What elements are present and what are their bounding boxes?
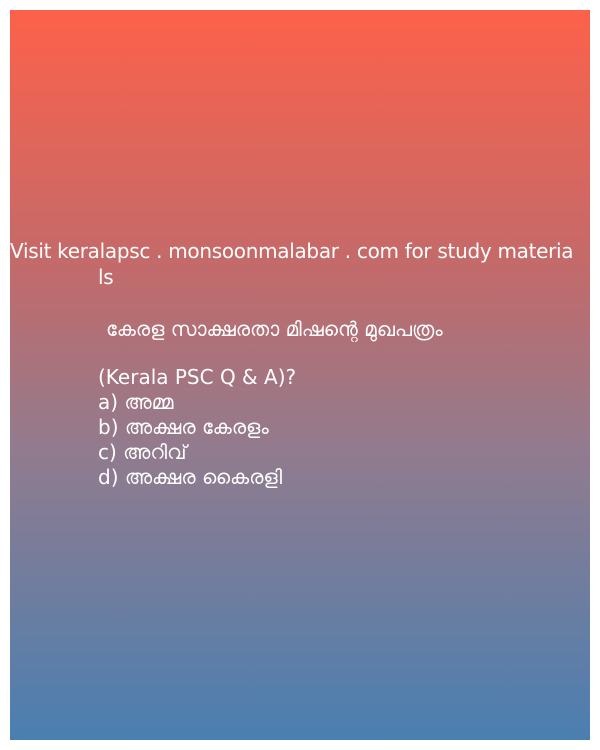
- option-d: d) അക്ഷര കൈരളി: [98, 465, 283, 489]
- promo-line-2: ls: [98, 265, 114, 289]
- promo-text: Visit keralapsc . monsoonmalabar . com f…: [10, 238, 590, 290]
- quiz-card: Visit keralapsc . monsoonmalabar . com f…: [10, 10, 590, 740]
- option-c: c) അറിവ്: [98, 440, 187, 464]
- option-b: b) അക്ഷര കേരളം: [98, 415, 269, 439]
- answer-block: (Kerala PSC Q & A)? a) അമ്മ b) അക്ഷര കേര…: [98, 365, 296, 490]
- promo-line-1: Visit keralapsc . monsoonmalabar . com f…: [10, 239, 574, 263]
- option-a: a) അമ്മ: [98, 390, 174, 414]
- question-text: കേരള സാക്ഷരതാ മിഷന്റെ മുഖപത്രം: [106, 317, 443, 341]
- quiz-subtitle: (Kerala PSC Q & A)?: [98, 365, 297, 389]
